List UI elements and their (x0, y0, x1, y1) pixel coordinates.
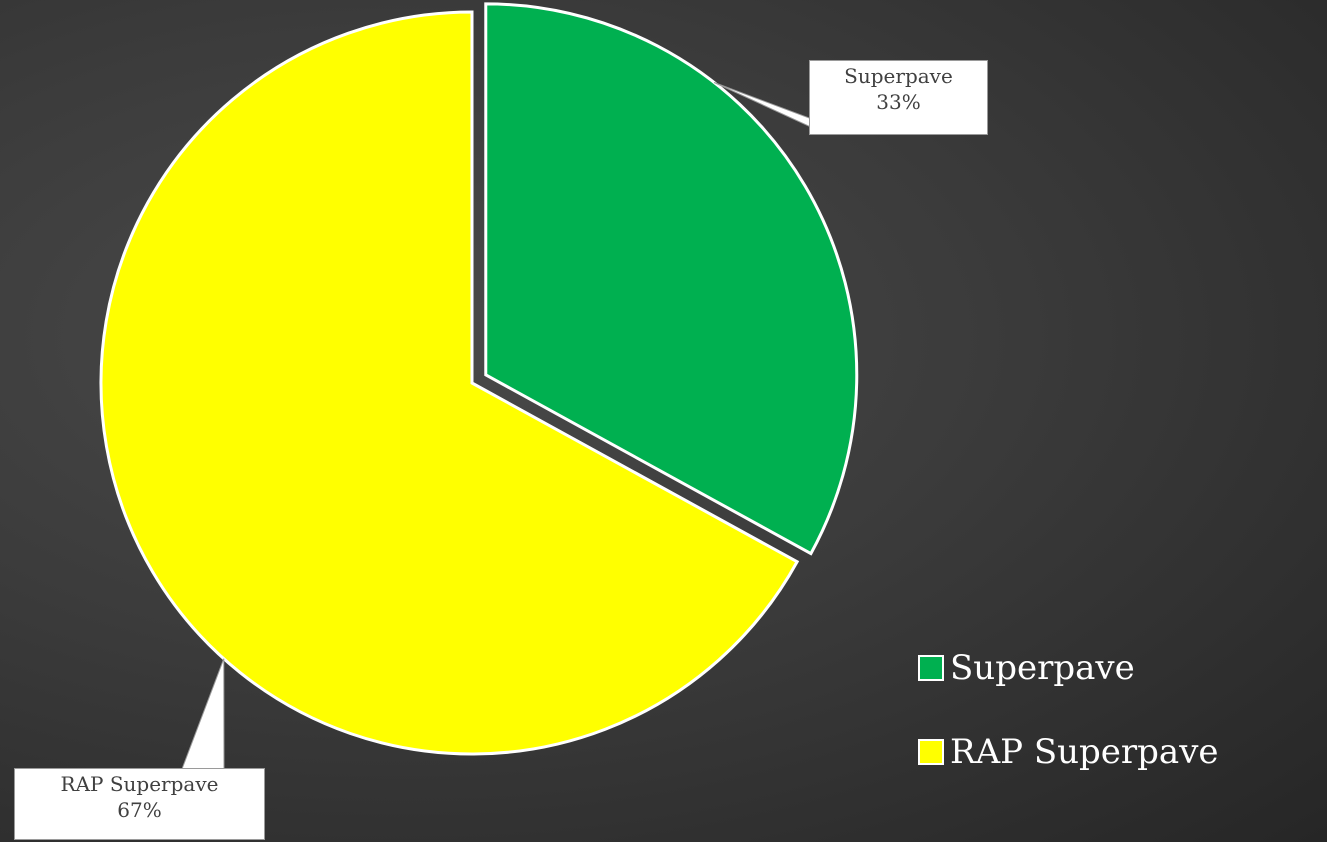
data-label-rap-superpave-value: 67% (117, 798, 162, 822)
data-label-superpave-value: 33% (876, 90, 921, 114)
legend-item-rap-superpave: RAP Superpave (918, 724, 1318, 780)
legend-item-superpave: Superpave (918, 640, 1318, 696)
callout-pointer-rap-superpave (181, 658, 225, 770)
data-label-rap-superpave: RAP Superpave 67% (14, 768, 265, 840)
legend-swatch-superpave (918, 655, 944, 681)
data-label-superpave-name: Superpave (844, 64, 953, 88)
legend-swatch-rap-superpave (918, 739, 944, 765)
legend: Superpave RAP Superpave (918, 640, 1318, 808)
data-label-rap-superpave-name: RAP Superpave (60, 772, 219, 796)
data-label-superpave: Superpave 33% (809, 60, 988, 135)
pie-slice-superpave (484, 2, 859, 556)
legend-label-superpave: Superpave (950, 648, 1135, 688)
legend-label-rap-superpave: RAP Superpave (950, 732, 1219, 772)
pie-slice-rap-superpave (99, 10, 800, 756)
